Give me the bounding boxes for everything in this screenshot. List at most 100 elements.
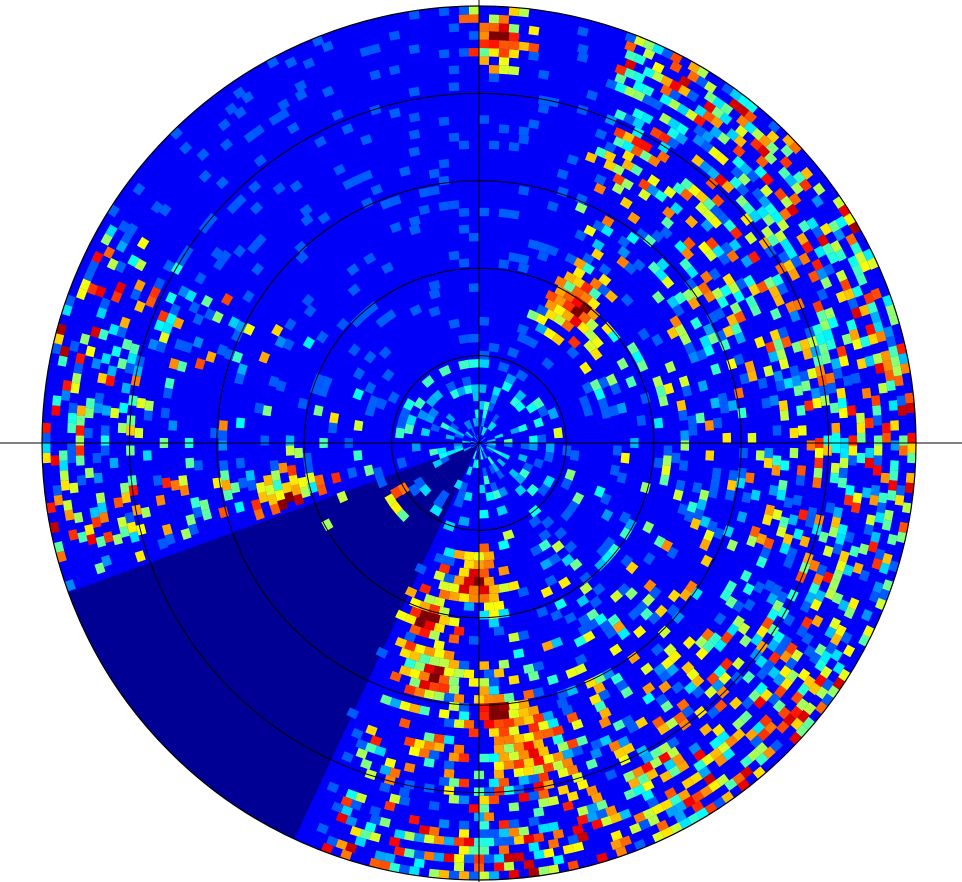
heatmap-cell <box>428 868 440 879</box>
heatmap-cell <box>574 202 588 214</box>
heatmap-cell <box>255 482 266 494</box>
heatmap-cell <box>408 814 420 825</box>
heatmap-cell <box>744 231 758 245</box>
heatmap-cell <box>562 445 572 457</box>
heatmap-cell <box>389 793 401 804</box>
heatmap-cell <box>837 397 848 409</box>
heatmap-cell <box>718 671 732 685</box>
heatmap-cell <box>408 86 420 97</box>
heatmap-cell <box>359 46 372 57</box>
heatmap-cell <box>418 653 431 665</box>
heatmap-cell <box>487 438 496 442</box>
heatmap-cell <box>369 43 381 55</box>
heatmap-cell <box>378 860 391 871</box>
heatmap-cell <box>399 407 411 420</box>
heatmap-cell <box>829 472 840 484</box>
heatmap-cell <box>828 219 841 233</box>
heatmap-cell <box>517 630 530 641</box>
heatmap-cell <box>188 301 201 314</box>
heatmap-cell <box>361 197 374 209</box>
heatmap-cell <box>747 250 761 264</box>
heatmap-cell <box>108 323 120 336</box>
heatmap-cell <box>52 395 62 406</box>
heatmap-cell <box>802 552 814 565</box>
heatmap-cell <box>792 528 804 541</box>
heatmap-cell <box>545 443 555 453</box>
heatmap-cell <box>498 208 510 218</box>
heatmap-cell <box>284 56 298 69</box>
heatmap-cell <box>458 207 470 217</box>
heatmap-cell <box>601 551 615 565</box>
heatmap-cell <box>428 185 440 196</box>
heatmap-cell <box>551 540 565 553</box>
heatmap-cell <box>61 304 73 317</box>
heatmap-cell <box>390 486 403 500</box>
heatmap-cell <box>479 804 490 813</box>
heatmap-cell <box>797 683 810 697</box>
heatmap-cell <box>652 716 665 729</box>
heatmap-cell <box>885 335 897 348</box>
heatmap-cell <box>126 425 135 436</box>
heatmap-cell <box>768 285 781 298</box>
heatmap-cell <box>162 387 173 399</box>
heatmap-cell <box>114 281 127 294</box>
heatmap-cell <box>789 447 799 459</box>
heatmap-cell <box>423 620 436 631</box>
heatmap-cell <box>734 124 748 138</box>
heatmap-cell <box>453 744 465 754</box>
heatmap-cell <box>659 226 673 240</box>
heatmap-cell <box>791 375 802 387</box>
heatmap-cell <box>627 777 641 790</box>
heatmap-cell <box>418 600 431 613</box>
heatmap-cell <box>445 380 457 393</box>
heatmap-cell <box>773 370 784 382</box>
heatmap-cell <box>143 410 153 421</box>
heatmap-cell <box>540 586 554 598</box>
heatmap-cell <box>152 475 163 486</box>
heatmap-cell <box>443 667 455 677</box>
heatmap-cell <box>218 430 228 441</box>
heatmap-cell <box>53 541 65 553</box>
heatmap-cell <box>68 402 78 414</box>
heatmap-cell <box>687 812 701 825</box>
heatmap-cell <box>755 450 765 461</box>
heatmap-cell <box>350 314 364 328</box>
heatmap-cell <box>732 290 746 304</box>
heatmap-cell <box>220 470 230 481</box>
heatmap-cell <box>79 333 91 345</box>
heatmap-cell <box>647 154 661 168</box>
heatmap-cell <box>888 313 900 326</box>
heatmap-cell <box>737 172 751 186</box>
heatmap-cell <box>807 367 818 380</box>
heatmap-cell <box>517 262 530 274</box>
heatmap-cell <box>294 89 308 102</box>
heatmap-cell <box>864 355 875 367</box>
heatmap-cell <box>284 318 297 331</box>
heatmap-cell <box>563 280 576 293</box>
heatmap-cell <box>303 304 317 318</box>
heatmap-cell <box>677 789 691 802</box>
heatmap-cell <box>443 768 455 779</box>
heatmap-cell <box>458 359 470 370</box>
heatmap-cell <box>647 611 661 625</box>
heatmap-cell <box>814 447 824 459</box>
heatmap-cell <box>575 193 588 205</box>
heatmap-cell <box>604 290 618 303</box>
heatmap-cell <box>587 307 601 321</box>
heatmap-cell <box>804 326 816 339</box>
heatmap-cell <box>53 333 65 345</box>
heatmap-cell <box>59 460 69 471</box>
heatmap-cell <box>622 131 635 144</box>
heatmap-cell <box>479 821 490 830</box>
heatmap-cell <box>870 531 881 544</box>
heatmap-cell <box>482 427 488 436</box>
heatmap-cell <box>479 686 490 696</box>
heatmap-cell <box>161 477 172 489</box>
heatmap-cell <box>468 14 479 23</box>
heatmap-cell <box>552 760 564 771</box>
heatmap-cell <box>779 635 793 648</box>
heatmap-cell <box>838 467 848 479</box>
heatmap-cell <box>413 476 426 489</box>
heatmap-cell <box>761 397 771 409</box>
heatmap-cell <box>779 238 793 251</box>
